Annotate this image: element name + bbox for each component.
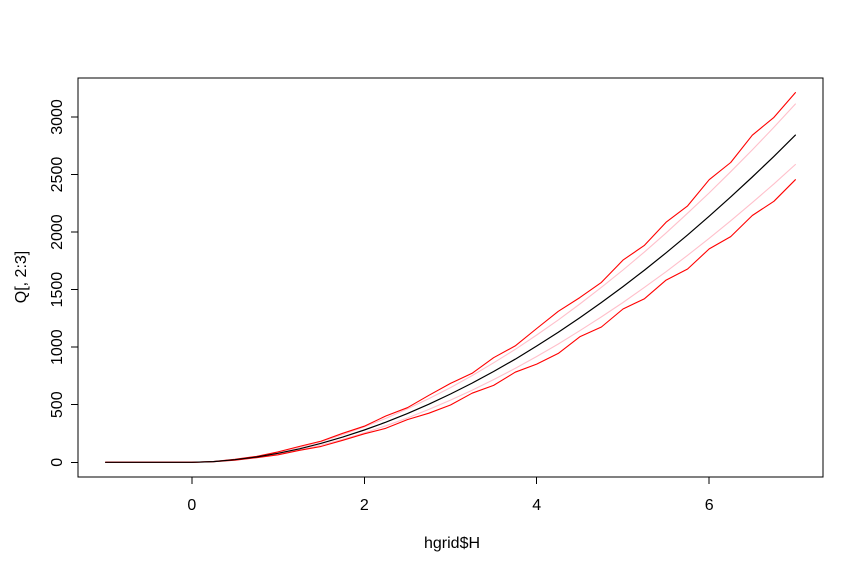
x-axis-label: hgrid$H [424, 535, 480, 552]
lower-red-envelope-line [105, 179, 796, 463]
upper-red-envelope-line [105, 92, 796, 463]
x-tick-label: 2 [360, 497, 369, 514]
y-tick-label: 2500 [49, 157, 66, 193]
x-tick-label: 6 [705, 497, 714, 514]
upper-pink-band-line [105, 103, 796, 463]
y-tick-label: 1500 [49, 272, 66, 308]
plot-box [77, 77, 824, 478]
y-axis-label: Q[, 2:3] [13, 251, 30, 303]
y-tick-label: 3000 [49, 99, 66, 135]
x-tick-label: 4 [532, 497, 541, 514]
center-black-line [104, 134, 797, 463]
y-tick-label: 0 [49, 458, 66, 467]
axes-layer: 0 2 4 6 0 500 1000 1500 2000 2500 3000 [49, 77, 824, 514]
series-layer [104, 92, 797, 463]
y-tick-label: 2000 [49, 214, 66, 250]
x-tick-label: 0 [187, 497, 196, 514]
y-tick-label: 1000 [49, 329, 66, 365]
y-tick-label: 500 [49, 391, 66, 418]
